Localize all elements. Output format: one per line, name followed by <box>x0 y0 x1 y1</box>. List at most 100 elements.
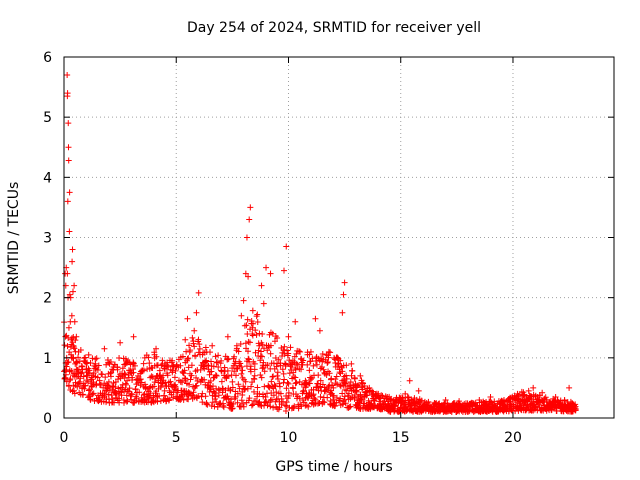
data-point-1915 <box>64 270 71 277</box>
data-point-1949 <box>96 381 103 388</box>
data-point-800 <box>274 369 281 376</box>
data-point-2008 <box>325 348 332 355</box>
data-point-728 <box>256 398 263 405</box>
data-point-43 <box>71 390 78 397</box>
data-point-969 <box>319 350 326 357</box>
data-point-2025 <box>393 396 400 403</box>
data-point-414 <box>171 384 178 391</box>
data-point-2010 <box>334 363 341 370</box>
data-point-2055 <box>557 399 564 406</box>
data-point-1956 <box>128 390 135 397</box>
data-point-1958 <box>135 372 142 379</box>
data-point-1141 <box>363 389 370 396</box>
data-point-575 <box>215 392 222 399</box>
data-point-2002 <box>296 378 303 385</box>
data-point-224 <box>120 396 127 403</box>
data-point-992 <box>325 354 332 361</box>
data-point-515 <box>199 399 206 406</box>
data-point-2031 <box>420 402 427 409</box>
data-point-1917 <box>64 198 71 205</box>
data-point-1934 <box>70 342 77 349</box>
data-point-936 <box>310 391 317 398</box>
data-point-115 <box>90 379 97 386</box>
data-point-1987 <box>247 204 254 211</box>
data-point-2006 <box>316 327 323 334</box>
data-point-672 <box>242 378 249 385</box>
data-point-802 <box>275 356 282 363</box>
data-point-1057 <box>341 393 348 400</box>
data-point-1964 <box>166 387 173 394</box>
data-point-568 <box>213 398 220 405</box>
data-point-833 <box>283 399 290 406</box>
data-point-869 <box>293 379 300 386</box>
data-point-878 <box>295 348 302 355</box>
data-point-844 <box>286 370 293 377</box>
data-point-2015 <box>348 360 355 367</box>
data-point-493 <box>192 352 199 359</box>
data-point-2051 <box>539 389 546 396</box>
data-point-976 <box>321 399 328 406</box>
data-point-1920 <box>65 144 72 151</box>
data-point-1983 <box>242 270 249 277</box>
data-point-1994 <box>267 270 274 277</box>
data-point-1923 <box>66 228 73 235</box>
data-point-2058 <box>568 402 575 409</box>
data-point-887 <box>298 403 305 410</box>
data-point-1939 <box>74 366 81 373</box>
data-point-419 <box>172 383 179 390</box>
y-tick-label-5: 5 <box>43 110 52 126</box>
data-point-824 <box>281 350 288 357</box>
data-point-2036 <box>449 402 456 409</box>
data-point-472 <box>186 381 193 388</box>
data-point-811 <box>277 390 284 397</box>
data-point-2001 <box>292 318 299 325</box>
data-point-774 <box>268 378 275 385</box>
data-point-1947 <box>87 390 94 397</box>
data-point-2056 <box>561 396 568 403</box>
data-point-64 <box>77 375 84 382</box>
grid <box>64 57 614 418</box>
data-point-318 <box>146 360 153 367</box>
data-point-952 <box>315 372 322 379</box>
data-point-839 <box>285 380 292 387</box>
data-point-1988 <box>249 324 256 331</box>
data-point-632 <box>231 353 238 360</box>
data-point-1969 <box>186 348 193 355</box>
data-point-718 <box>254 384 261 391</box>
data-point-2003 <box>303 390 310 397</box>
data-point-558 <box>210 363 217 370</box>
data-point-868 <box>293 350 300 357</box>
data-point-1929 <box>68 312 75 319</box>
data-point-1957 <box>130 333 137 340</box>
data-point-714 <box>253 331 260 338</box>
data-point-692 <box>247 363 254 370</box>
data-point-2029 <box>411 396 418 403</box>
data-point-2022 <box>379 399 386 406</box>
data-point-1113 <box>356 404 363 411</box>
data-point-1942 <box>77 369 84 376</box>
data-point-81 <box>82 354 89 361</box>
data-point-2044 <box>501 396 507 403</box>
data-point-283 <box>137 382 144 389</box>
data-point-1195 <box>378 392 385 399</box>
data-point-555 <box>209 383 216 390</box>
data-point-957 <box>316 399 323 406</box>
data-point-449 <box>180 396 187 403</box>
data-point-865 <box>292 366 299 373</box>
data-point-2030 <box>415 387 422 394</box>
data-point-1952 <box>110 366 117 373</box>
data-point-1982 <box>240 297 247 304</box>
data-point-1062 <box>342 380 349 387</box>
y-tick-label-2: 2 <box>43 291 52 307</box>
data-point-738 <box>259 331 266 338</box>
data-point-323 <box>147 390 154 397</box>
x-tick-label-3: 15 <box>392 430 410 446</box>
data-point-1058 <box>341 380 348 387</box>
data-point-694 <box>248 383 255 390</box>
data-point-1937 <box>72 360 79 367</box>
data-point-2009 <box>330 384 337 391</box>
data-point-653 <box>237 341 244 348</box>
data-point-963 <box>317 365 324 372</box>
data-point-1972 <box>195 289 202 296</box>
data-point-473 <box>186 342 193 349</box>
